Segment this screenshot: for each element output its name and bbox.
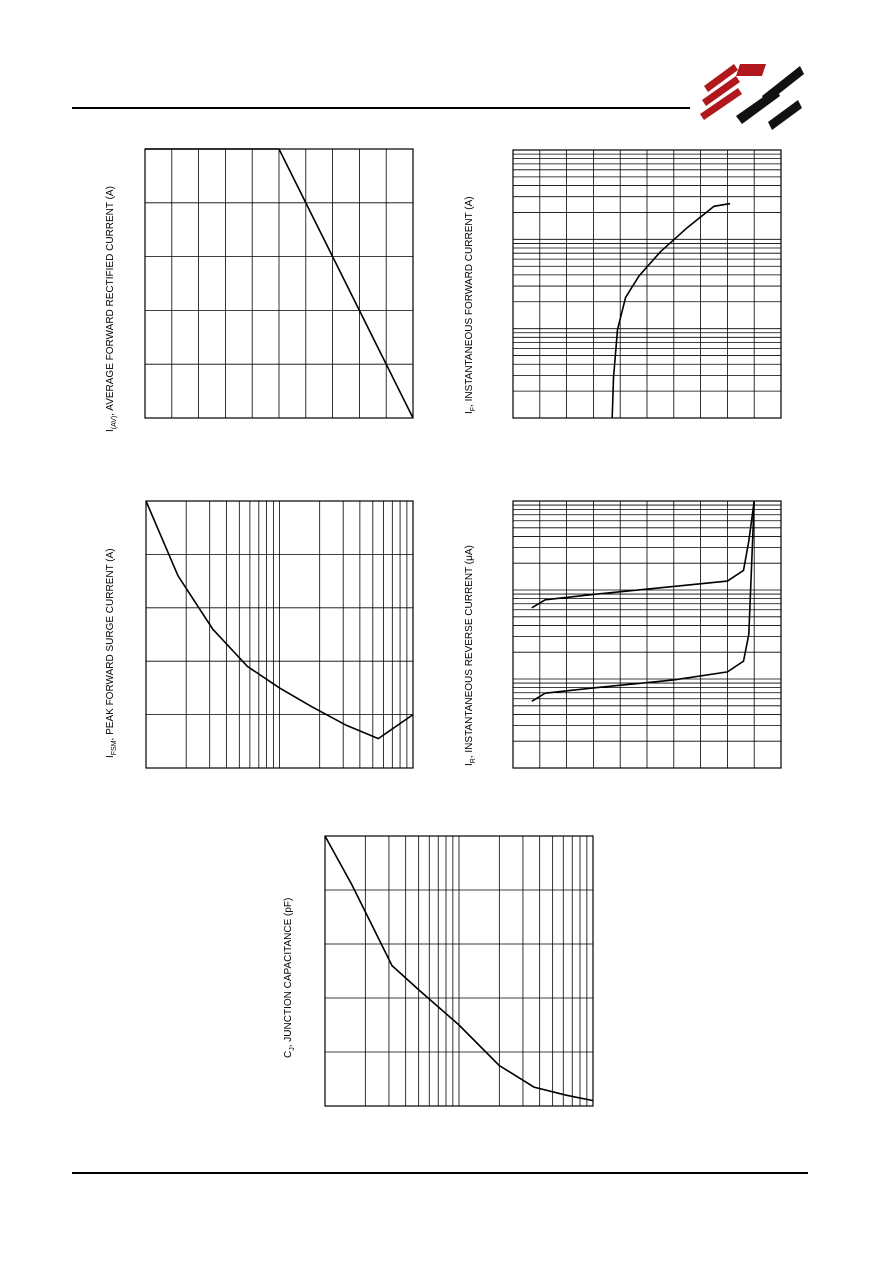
header-rule bbox=[72, 107, 690, 109]
plot-frame bbox=[145, 500, 414, 769]
nte-logo bbox=[700, 64, 804, 130]
curve-0 bbox=[531, 500, 755, 609]
curve-0 bbox=[611, 202, 731, 419]
chart-junction-capacitance bbox=[324, 835, 594, 1107]
ylabel-junction-capacitance: CJ, JUNCTION CAPACITANCE (pF) bbox=[283, 897, 296, 1058]
plot-frame bbox=[512, 149, 782, 419]
grid bbox=[145, 149, 413, 418]
ylabel-instantaneous-forward-current: IF, INSTANTANEOUS FORWARD CURRENT (A) bbox=[464, 196, 477, 414]
chart-instantaneous-reverse-current-plot bbox=[512, 500, 782, 769]
grid bbox=[145, 501, 414, 768]
plot-frame bbox=[324, 835, 594, 1107]
curve-0 bbox=[145, 500, 414, 740]
footer-rule bbox=[72, 1172, 808, 1174]
chart-avg-forward-current-plot bbox=[144, 148, 414, 419]
chart-avg-forward-current bbox=[144, 148, 414, 419]
grid bbox=[324, 836, 594, 1106]
ylabel-instantaneous-reverse-current: IR, INSTANTANEOUS REVERSE CURRENT (μA) bbox=[464, 545, 477, 766]
chart-peak-forward-surge-current bbox=[145, 500, 414, 769]
ylabel-avg-forward-current: I(AV), AVERAGE FORWARD RECTIFIED CURRENT… bbox=[105, 186, 118, 432]
grid bbox=[513, 500, 781, 769]
grid bbox=[513, 149, 781, 419]
chart-instantaneous-reverse-current bbox=[512, 500, 782, 769]
curve-1 bbox=[531, 500, 755, 702]
curve-0 bbox=[145, 148, 414, 419]
chart-instantaneous-forward-current bbox=[512, 149, 782, 419]
chart-junction-capacitance-plot bbox=[324, 835, 594, 1107]
curve-0 bbox=[324, 835, 594, 1102]
plot-frame bbox=[512, 500, 782, 769]
ylabel-peak-forward-surge-current: IFSM, PEAK FORWARD SURGE CURRENT (A) bbox=[105, 548, 118, 758]
chart-instantaneous-forward-current-plot bbox=[512, 149, 782, 419]
chart-peak-forward-surge-current-plot bbox=[145, 500, 414, 769]
